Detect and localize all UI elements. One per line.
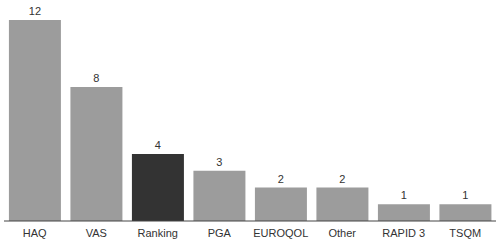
svg-text:4: 4 [155,139,161,151]
svg-text:8: 8 [93,72,99,84]
svg-text:1: 1 [401,189,407,201]
svg-text:VAS: VAS [86,227,107,239]
svg-text:HAQ: HAQ [23,227,47,239]
svg-text:1: 1 [462,189,468,201]
svg-text:EUROQOL: EUROQOL [253,227,308,239]
svg-text:3: 3 [216,156,222,168]
svg-text:RAPID 3: RAPID 3 [382,227,425,239]
svg-text:2: 2 [339,173,345,185]
svg-text:PGA: PGA [208,227,232,239]
svg-text:TSQM: TSQM [449,227,481,239]
svg-text:Other: Other [328,227,356,239]
svg-text:12: 12 [29,5,41,17]
svg-text:Ranking: Ranking [138,227,178,239]
svg-text:2: 2 [278,173,284,185]
